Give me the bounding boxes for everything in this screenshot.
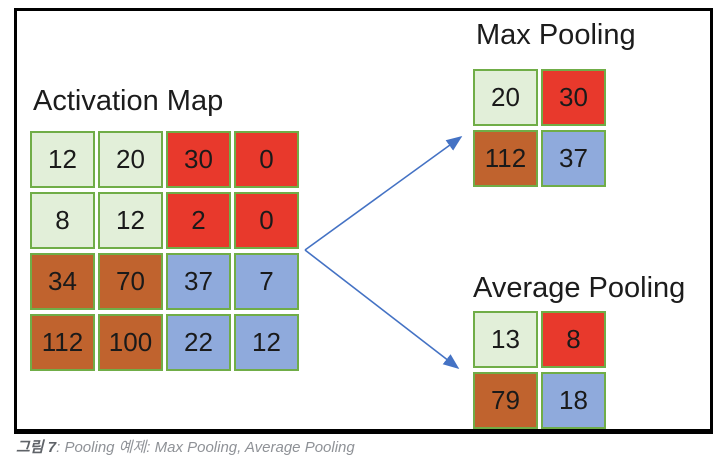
grid-cell: 13: [473, 311, 538, 368]
grid-cell: 34: [30, 253, 95, 310]
activation-map-grid: 12 20 30 0 8 12 2 0 34 70 37 7 112 100 22 12: [30, 131, 299, 371]
grid-cell: 79: [473, 372, 538, 429]
grid-cell: 12: [98, 192, 163, 249]
grid-cell: 8: [541, 311, 606, 368]
grid-cell: 8: [30, 192, 95, 249]
activation-map-title: Activation Map: [33, 85, 224, 117]
figure-border: [14, 8, 713, 434]
grid-cell: 20: [473, 69, 538, 126]
grid-cell: 37: [541, 130, 606, 187]
grid-cell: 20: [98, 131, 163, 188]
grid-cell: 70: [98, 253, 163, 310]
grid-cell: 22: [166, 314, 231, 371]
grid-cell: 112: [30, 314, 95, 371]
grid-cell: 112: [473, 130, 538, 187]
max-pooling-grid: 20 30 112 37: [473, 69, 606, 187]
grid-cell: 12: [234, 314, 299, 371]
grid-cell: 18: [541, 372, 606, 429]
grid-cell: 0: [234, 131, 299, 188]
grid-cell: 0: [234, 192, 299, 249]
grid-cell: 30: [541, 69, 606, 126]
grid-cell: 12: [30, 131, 95, 188]
max-pooling-title: Max Pooling: [476, 19, 636, 51]
grid-cell: 2: [166, 192, 231, 249]
grid-cell: 37: [166, 253, 231, 310]
grid-cell: 30: [166, 131, 231, 188]
figure-caption: 그림 7: Pooling 예제: Max Pooling, Average P…: [16, 436, 355, 457]
figure-caption-text: : Pooling 예제: Max Pooling, Average Pooli…: [56, 439, 355, 456]
average-pooling-title: Average Pooling: [473, 272, 686, 304]
average-pooling-grid: 13 8 79 18: [473, 311, 606, 429]
grid-cell: 100: [98, 314, 163, 371]
grid-cell: 7: [234, 253, 299, 310]
figure-caption-label: 그림 7: [16, 439, 57, 456]
